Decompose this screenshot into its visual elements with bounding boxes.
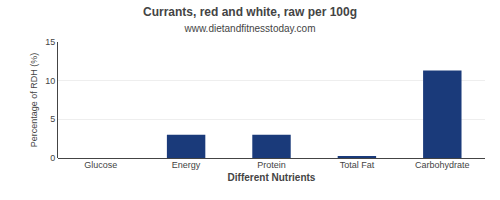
svg-text:10: 10 xyxy=(45,76,55,86)
svg-text:Different Nutrients: Different Nutrients xyxy=(228,172,316,183)
svg-text:0: 0 xyxy=(50,153,55,163)
svg-text:Protein: Protein xyxy=(257,160,286,170)
svg-text:Glucose: Glucose xyxy=(84,160,117,170)
svg-text:Currants, red and white, raw p: Currants, red and white, raw per 100gwww… xyxy=(143,5,357,34)
svg-text:Percentage of RDH (%): Percentage of RDH (%) xyxy=(29,53,39,148)
svg-text:Total Fat: Total Fat xyxy=(340,160,375,170)
svg-text:15: 15 xyxy=(45,37,55,47)
svg-text:Energy: Energy xyxy=(172,160,201,170)
svg-text:Carbohydrate: Carbohydrate xyxy=(415,160,470,170)
svg-text:5: 5 xyxy=(50,114,55,124)
